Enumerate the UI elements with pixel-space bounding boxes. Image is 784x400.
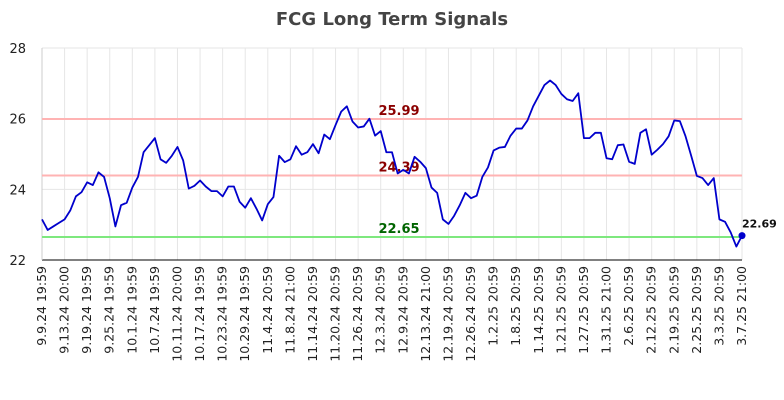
x-tick-label: 12.26.24 20:59 [463,266,478,362]
signal-line-label: 25.99 [378,104,419,119]
last-value-label: 22.69 [742,218,777,231]
x-tick-label: 9.9.24 19:59 [34,266,49,346]
last-point-marker [738,232,746,240]
x-tick-label: 10.23.24 19:59 [215,266,230,362]
x-tick-label: 2.19.25 20:59 [666,266,681,354]
last-point-group: 22.69 [738,218,777,240]
y-tick-label: 26 [9,113,26,128]
x-tick-label: 9.19.24 19:59 [79,266,94,354]
y-tick-label: 24 [9,183,26,198]
x-tick-label: 10.1.24 19:59 [124,266,139,354]
x-tick-label: 12.9.24 20:59 [395,266,410,354]
y-tick-label: 22 [9,254,26,269]
y-tick-label: 28 [9,42,26,57]
x-tick-label: 1.27.25 20:59 [576,266,591,354]
x-tick-label: 10.29.24 19:59 [237,266,252,362]
x-tick-label: 9.13.24 20:00 [57,266,72,354]
x-tick-label: 3.7.25 21:00 [734,266,749,346]
x-tick-label: 1.8.25 20:59 [508,266,523,346]
x-tick-label: 11.8.24 21:00 [282,266,297,354]
x-tick-label: 3.3.25 20:59 [711,266,726,346]
x-tick-label: 1.2.25 20:59 [486,266,501,346]
price-line [41,79,743,248]
x-tick-label: 12.3.24 20:59 [373,266,388,354]
x-tick-label: 10.17.24 19:59 [192,266,207,362]
x-tick-label: 10.7.24 19:59 [147,266,162,354]
x-tick-label: 12.19.24 20:59 [440,266,455,362]
signal-line-label: 22.65 [378,222,419,237]
x-axis-ticks: 9.9.24 19:59 9.13.24 20:00 9.19.24 19:59 9.… [34,266,749,362]
x-tick-label: 11.4.24 20:59 [260,266,275,354]
x-tick-label: 11.20.24 20:59 [328,266,343,362]
x-tick-label: 1.31.25 21:00 [599,266,614,354]
x-tick-label: 1.14.25 20:59 [531,266,546,354]
price-series [41,79,743,248]
y-axis-ticks: 22 24 26 28 [9,42,26,269]
x-tick-label: 9.25.24 19:59 [102,266,117,354]
chart-title: FCG Long Term Signals [276,9,508,30]
grid [41,47,743,261]
x-tick-label: 12.13.24 21:00 [418,266,433,362]
x-tick-label: 2.12.25 20:59 [644,266,659,354]
x-tick-label: 10.11.24 20:00 [169,266,184,362]
x-tick-label: 2.25.25 20:59 [689,266,704,354]
x-tick-label: 1.21.25 20:59 [553,266,568,354]
x-tick-label: 11.26.24 20:59 [350,266,365,362]
x-tick-label: 11.14.24 20:59 [305,266,320,362]
x-tick-label: 2.6.25 20:59 [621,266,636,346]
